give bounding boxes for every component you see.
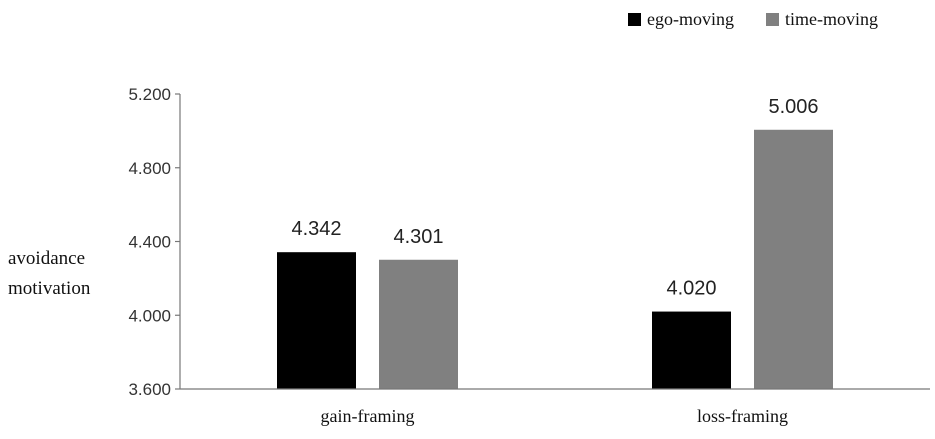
y-axis-label: avoidance motivation [8,248,91,299]
bar-ego-moving-gain-framing [277,252,356,389]
legend: ego-moving time-moving [628,9,878,29]
x-axis: gain-framing loss-framing [180,388,930,426]
x-category-label: loss-framing [697,406,788,426]
y-tick-label: 4.400 [128,233,171,252]
y-axis: 3.600 4.000 4.400 4.800 5.200 [128,85,181,399]
bar-ego-moving-loss-framing [652,311,731,389]
data-label: 4.342 [291,218,341,240]
legend-label: ego-moving [647,9,734,29]
bar-time-moving-gain-framing [379,259,458,389]
y-tick-label: 4.800 [128,159,171,178]
data-label: 4.020 [666,278,716,300]
data-label: 5.006 [768,96,818,118]
legend-swatch-ego-moving [628,13,641,26]
x-category-label: gain-framing [321,406,415,426]
data-label: 4.301 [393,226,443,248]
y-axis-label-line: avoidance [8,248,85,269]
y-tick-label: 5.200 [128,85,171,104]
y-tick-label: 3.600 [128,380,171,399]
bar-time-moving-loss-framing [754,129,833,390]
y-axis-label-line: motivation [8,278,91,299]
legend-swatch-time-moving [766,13,779,26]
legend-label: time-moving [785,9,878,29]
y-tick-label: 4.000 [128,306,171,325]
bars: 4.342 4.301 4.020 5.006 [277,96,833,390]
